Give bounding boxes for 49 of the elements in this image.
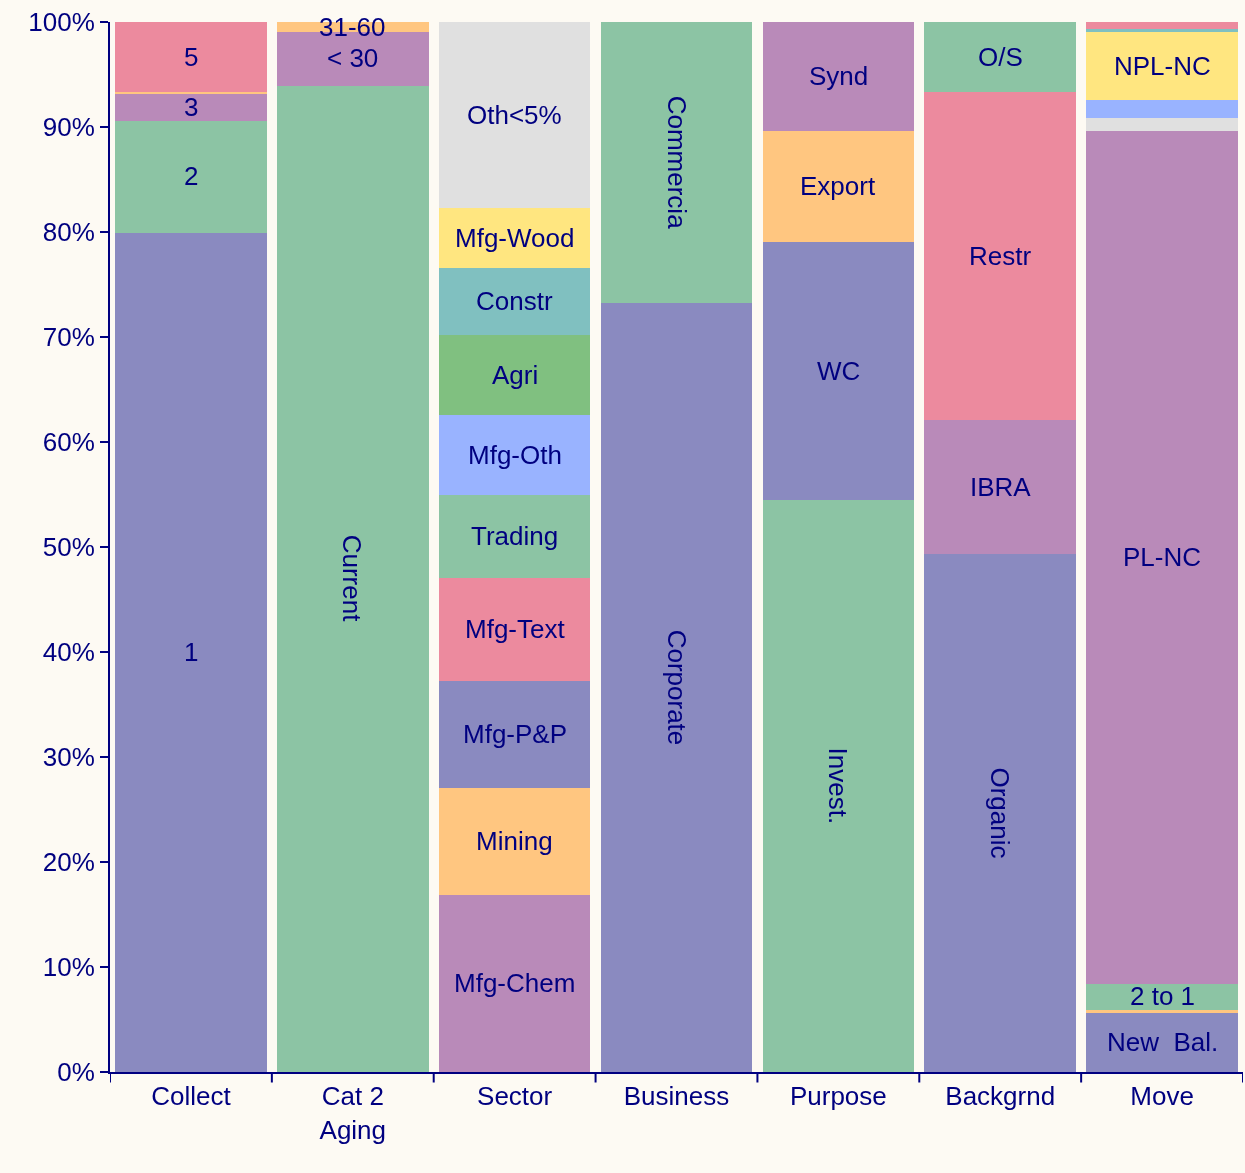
series-label: 2 to 1 bbox=[1130, 981, 1196, 1011]
series-label: O/S bbox=[978, 42, 1023, 72]
series-label: Mfg-Wood bbox=[455, 223, 575, 253]
y-tick-label: 100% bbox=[28, 7, 95, 38]
series-label: 3 bbox=[184, 92, 199, 122]
series-label: Mfg-Text bbox=[465, 614, 566, 644]
series-label: Oth<5% bbox=[467, 100, 562, 130]
y-tick-label: 70% bbox=[42, 322, 95, 353]
y-tick-label: 80% bbox=[42, 217, 95, 248]
y-tick-label: 0% bbox=[57, 1057, 95, 1088]
series-label: 5 bbox=[184, 42, 199, 72]
series-label: Commercia bbox=[661, 95, 692, 230]
series-label: New Bal. bbox=[1107, 1027, 1219, 1057]
series-label: PL-NC bbox=[1123, 542, 1202, 572]
x-tick-label: Purpose bbox=[789, 1081, 887, 1112]
x-tick-label: Sector bbox=[477, 1081, 553, 1112]
series-label: WC bbox=[817, 356, 861, 386]
series-label: Restr bbox=[969, 241, 1032, 271]
y-tick-label: 40% bbox=[42, 637, 95, 668]
series-label: NPL-NC bbox=[1114, 51, 1211, 81]
y-tick-label: 50% bbox=[42, 532, 95, 563]
series-label: Export bbox=[800, 171, 876, 201]
series-label: < 30 bbox=[327, 43, 379, 73]
series-label: 2 bbox=[184, 161, 199, 191]
x-tick-label: Backgrnd bbox=[945, 1081, 1056, 1112]
series-label: IBRA bbox=[970, 472, 1032, 502]
series-label: Mining bbox=[476, 826, 553, 856]
series-label: Trading bbox=[471, 521, 559, 551]
series-label: Current bbox=[337, 534, 368, 623]
x-tick-label: Business bbox=[623, 1081, 730, 1112]
x-tick-label: Collect bbox=[151, 1081, 232, 1112]
y-tick-label: 90% bbox=[42, 112, 95, 143]
series-label: Corporate bbox=[661, 629, 692, 746]
y-tick-label: 60% bbox=[42, 427, 95, 458]
y-tick-label: 20% bbox=[42, 847, 95, 878]
series-label: Invest. bbox=[823, 747, 854, 825]
series-label: Constr bbox=[476, 286, 553, 316]
x-tick-label: Move bbox=[1130, 1081, 1194, 1112]
series-label: Agri bbox=[492, 360, 539, 390]
y-tick-label: 10% bbox=[42, 952, 95, 983]
series-label: Organic bbox=[984, 767, 1015, 859]
series-label: 1 bbox=[184, 637, 199, 667]
x-tick-label: Cat 2 Aging bbox=[319, 1081, 387, 1145]
series-label: Mfg-P&P bbox=[463, 719, 568, 749]
y-tick-label: 30% bbox=[42, 742, 95, 773]
series-label: Synd bbox=[809, 61, 869, 91]
series-label: 31-60 bbox=[319, 12, 386, 42]
series-label: Mfg-Chem bbox=[454, 968, 576, 998]
series-label: Mfg-Oth bbox=[468, 440, 562, 470]
